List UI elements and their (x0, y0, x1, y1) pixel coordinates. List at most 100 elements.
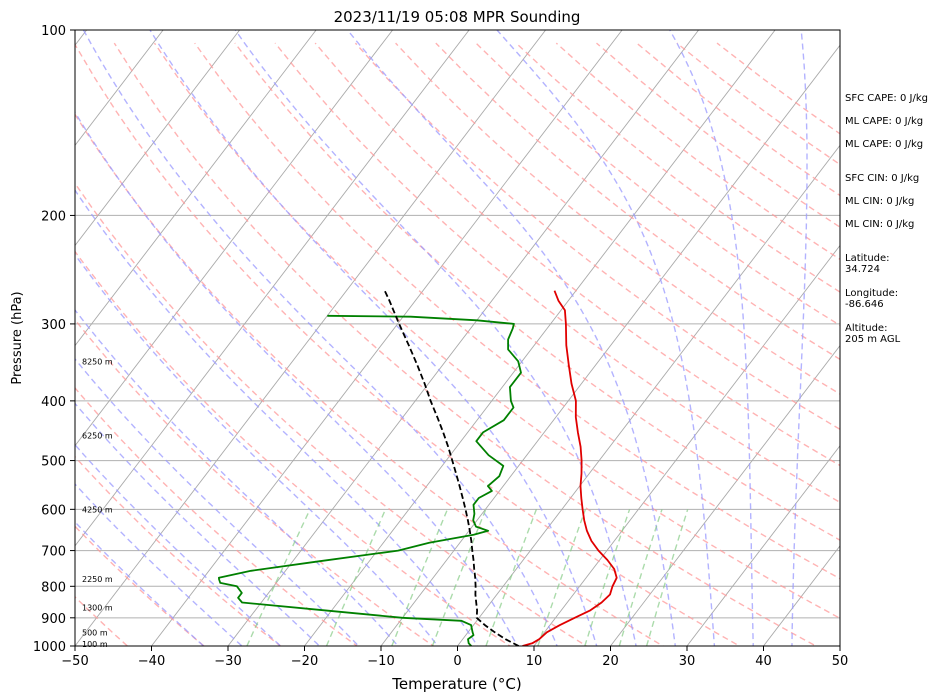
moist-adiabat (75, 483, 244, 646)
dry-adiabat (475, 42, 840, 327)
x-tick-label: 50 (832, 654, 849, 669)
temperature-line (522, 290, 618, 646)
latitude-label: Latitude: (845, 253, 890, 264)
dry-adiabat (194, 42, 840, 580)
x-tick-label: 10 (526, 654, 543, 669)
dry-adiabat (314, 42, 840, 467)
ml-cin-text: ML CIN: 0 J/kg (845, 196, 915, 207)
height-label: 1300 m (82, 604, 113, 613)
parcel-path-line (383, 290, 520, 646)
moist-adiabat (75, 308, 400, 646)
longitude-label: Longitude: (845, 288, 899, 299)
moist-adiabat (496, 30, 716, 646)
isotherm-line (75, 30, 164, 147)
dry-adiabat (153, 42, 840, 620)
height-label: 6250 m (82, 431, 113, 440)
isotherm-line (75, 30, 393, 447)
dry-adiabat (75, 595, 129, 646)
mixing-ratio-line (485, 509, 538, 646)
y-axis-label: Pressure (hPa) (10, 291, 25, 384)
isotherm-line (533, 244, 840, 646)
height-label: 100 m (82, 640, 108, 649)
dry-adiabat (435, 42, 840, 361)
y-tick-label: 100 (41, 24, 66, 39)
isotherm-line (75, 30, 470, 547)
x-tick-label: 20 (602, 654, 619, 669)
mixing-ratio-line (325, 509, 387, 646)
x-tick-label: −50 (61, 654, 88, 669)
height-labels: 100 m 500 m 1300 m 2250 m 4250 m 6250 m 8250 m (82, 357, 113, 649)
y-tick-label: 1000 (33, 640, 66, 655)
moist-adiabat (75, 520, 205, 646)
dry-adiabat (75, 455, 282, 646)
moist-adiabat (234, 30, 637, 646)
dry-adiabat (75, 386, 359, 646)
moist-adiabat (669, 30, 754, 646)
sfc-cape-text: SFC CAPE: 0 J/kg (845, 93, 928, 104)
y-tick-label: 800 (41, 580, 66, 595)
series-layer (218, 290, 618, 646)
moist-adiabat (791, 30, 808, 646)
dry-adiabat (75, 182, 588, 646)
isotherm-line (686, 444, 840, 646)
reference-lines (75, 30, 840, 646)
isotherm-line (75, 30, 317, 347)
y-tick-label: 600 (41, 503, 66, 518)
mixing-ratio-line (246, 509, 311, 646)
y-tick-label: 900 (41, 612, 66, 627)
isotherm-line (457, 144, 840, 646)
height-label: 2250 m (82, 575, 113, 584)
moist-adiabat (75, 402, 321, 646)
grid-layer (0, 30, 840, 646)
isotherm-line (75, 30, 240, 247)
isotherm-line (151, 30, 623, 646)
mixing-ratio-line (584, 509, 631, 646)
mixing-ratio-line (645, 509, 689, 646)
dry-adiabat (75, 318, 435, 646)
dry-adiabat (354, 42, 840, 431)
x-axis: −50 −40 −30 −20 −10 0 10 20 30 40 50 (61, 646, 848, 669)
altitude-value: 205 m AGL (845, 334, 901, 345)
y-tick-label: 500 (41, 455, 66, 470)
isotherm-line (227, 30, 699, 646)
isotherm-line (380, 44, 840, 646)
dry-adiabat (234, 42, 840, 541)
latitude-value: 34.724 (845, 264, 880, 275)
moist-adiabat (149, 30, 598, 646)
mixing-ratio-line (618, 509, 663, 646)
isotherm-line (610, 344, 840, 646)
x-tick-label: 30 (679, 654, 696, 669)
mixing-ratio-line (537, 509, 587, 646)
ml-cin-text-2: ML CIN: 0 J/kg (845, 219, 915, 230)
isotherm-line (75, 30, 546, 646)
mixing-ratio-line (431, 509, 487, 646)
sfc-cin-text: SFC CIN: 0 J/kg (845, 173, 920, 184)
x-tick-label: −40 (138, 654, 165, 669)
x-axis-label: Temperature (°C) (391, 675, 521, 693)
dry-adiabat (75, 113, 665, 646)
moist-adiabat (82, 30, 558, 646)
moist-adiabat (75, 253, 439, 646)
moist-adiabat (346, 30, 677, 646)
y-tick-label: 700 (41, 545, 66, 560)
moist-adiabat (75, 357, 360, 646)
ml-cape-text-2: ML CAPE: 0 J/kg (845, 139, 924, 150)
moist-adiabat (75, 110, 519, 646)
y-tick-label: 300 (41, 318, 66, 333)
dry-adiabat (75, 43, 741, 646)
dewpoint-line (218, 314, 522, 646)
y-axis: 100 200 300 400 500 600 700 800 900 1000 (33, 24, 75, 655)
dry-adiabat (75, 250, 512, 646)
height-label: 500 m (82, 628, 108, 637)
height-label: 8250 m (82, 357, 113, 366)
isotherm-line (0, 30, 10, 646)
dry-adiabat (274, 42, 840, 504)
isotherm-line (304, 30, 776, 646)
x-tick-label: 40 (755, 654, 772, 669)
x-tick-label: −10 (367, 654, 394, 669)
x-tick-label: −30 (214, 654, 241, 669)
dry-adiabat (676, 42, 840, 166)
dry-adiabat (113, 42, 818, 646)
mixing-ratio-line (391, 509, 449, 646)
